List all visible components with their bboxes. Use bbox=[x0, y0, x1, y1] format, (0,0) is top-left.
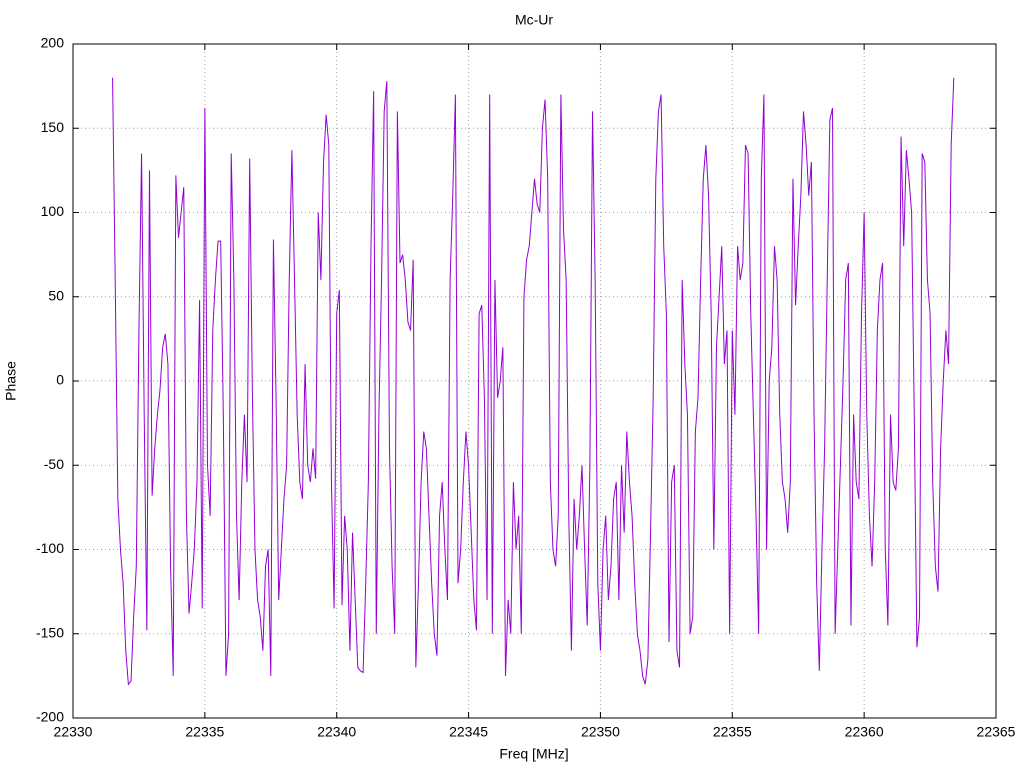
y-tick-label: -50 bbox=[44, 456, 64, 472]
x-axis-label: Freq [MHz] bbox=[499, 746, 568, 762]
y-axis-label: Phase bbox=[3, 361, 19, 401]
x-tick-label: 22350 bbox=[581, 724, 620, 740]
y-tick-label: -200 bbox=[36, 709, 64, 725]
y-tick-label: 100 bbox=[41, 203, 65, 219]
x-tick-label: 22355 bbox=[713, 724, 752, 740]
x-tick-label: 22330 bbox=[54, 724, 93, 740]
data-line bbox=[112, 77, 955, 686]
plot-frame bbox=[72, 43, 997, 719]
y-tick-label: -150 bbox=[36, 624, 64, 640]
y-tick-label: 200 bbox=[41, 35, 65, 51]
x-tick-label: 22335 bbox=[185, 724, 224, 740]
y-tick-label: -100 bbox=[36, 540, 64, 556]
y-tick-label: 0 bbox=[56, 372, 64, 388]
x-tick-label: 22365 bbox=[977, 724, 1016, 740]
x-tick-label: 22340 bbox=[317, 724, 356, 740]
x-tick-label: 22360 bbox=[845, 724, 884, 740]
y-tick-label: 150 bbox=[41, 119, 65, 135]
x-tick-label: 22345 bbox=[449, 724, 488, 740]
chart-title: Mc-Ur bbox=[515, 12, 553, 28]
y-tick-label: 50 bbox=[48, 287, 64, 303]
